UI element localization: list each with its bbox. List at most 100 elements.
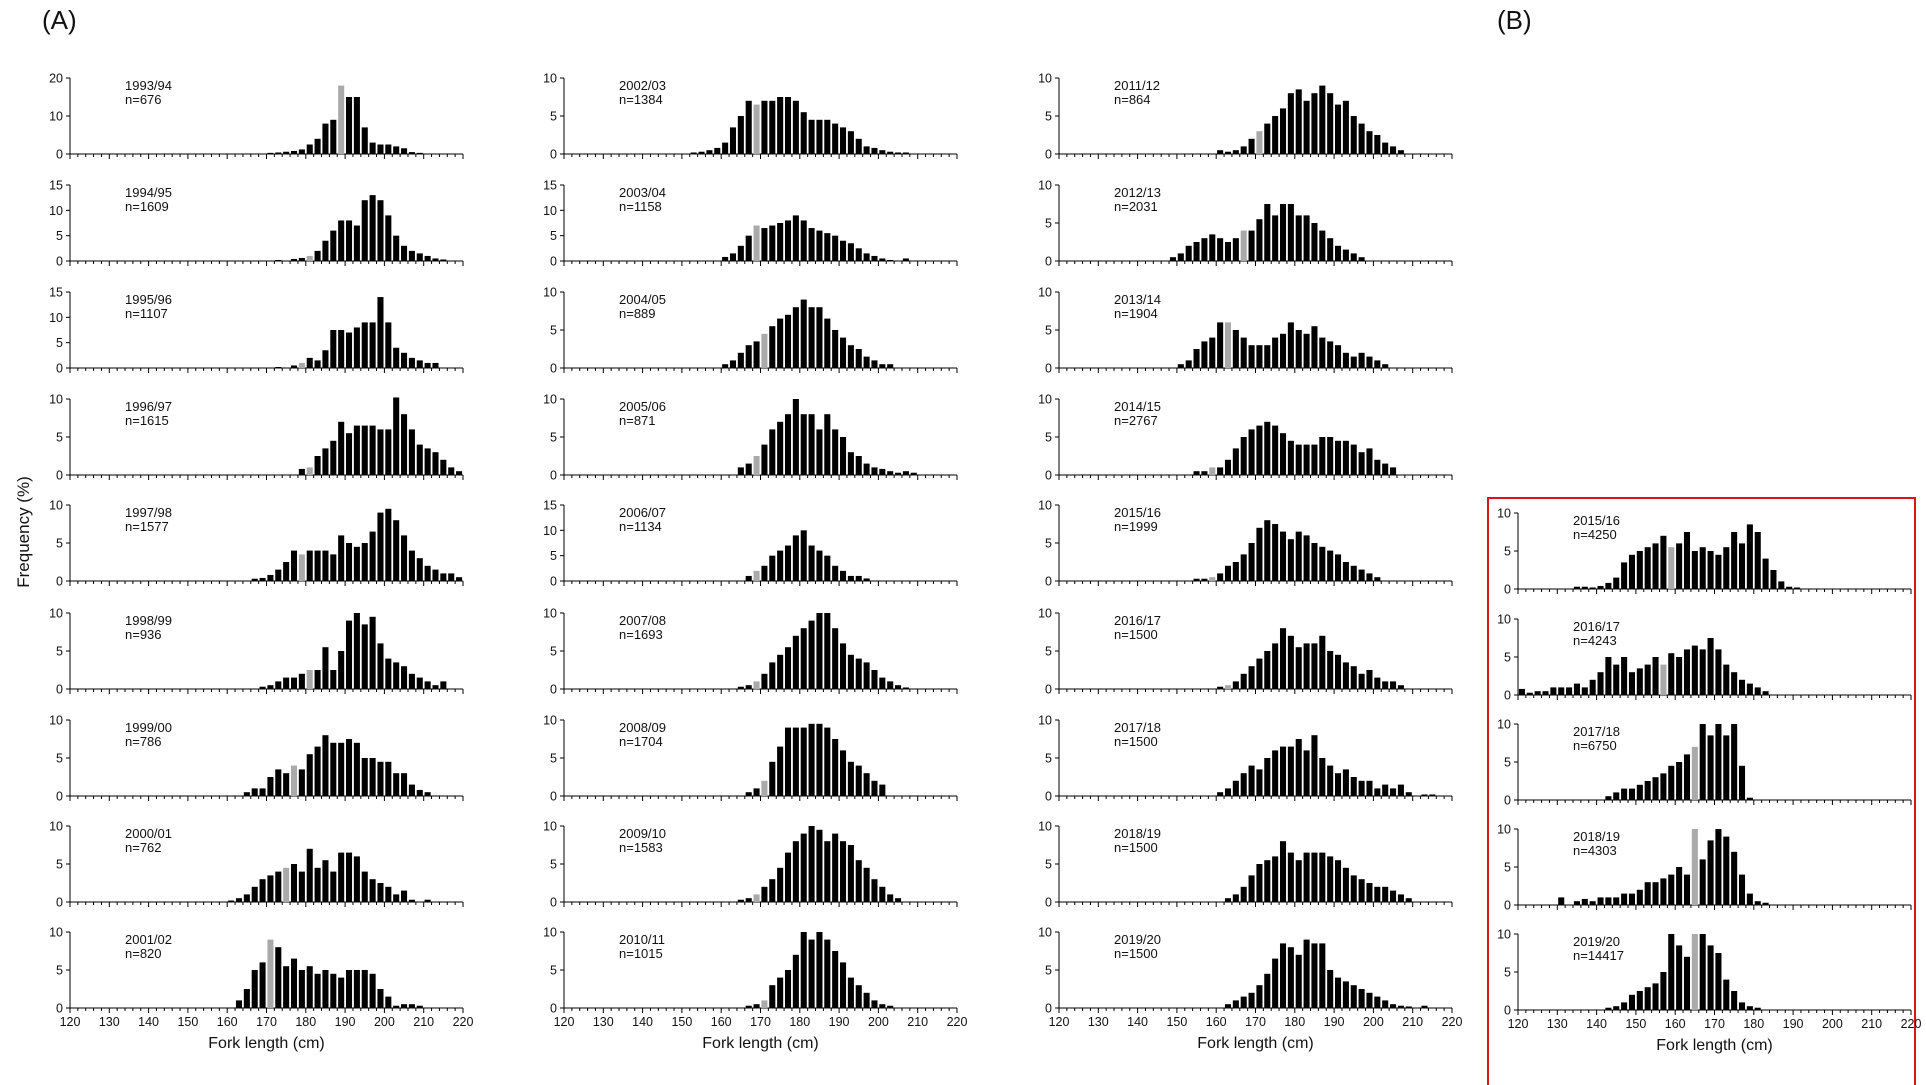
bar (330, 554, 337, 581)
bar (777, 223, 784, 261)
bar (1731, 532, 1738, 589)
bar (1279, 841, 1287, 902)
bar (1256, 345, 1263, 368)
bar (1652, 657, 1659, 695)
bar (855, 985, 862, 1008)
bar (1287, 852, 1294, 902)
bar (1232, 238, 1239, 261)
bar (1201, 238, 1208, 261)
y-tick-label: 10 (1497, 928, 1511, 942)
bar (1573, 586, 1580, 589)
season-label: 1993/94 (125, 78, 172, 93)
bar (385, 658, 392, 689)
bar (1683, 754, 1691, 800)
bar (1224, 242, 1232, 261)
bar (1405, 792, 1412, 796)
sample-size-label: n=1904 (1114, 306, 1158, 321)
bar (887, 1005, 894, 1008)
bar (1350, 253, 1357, 261)
bar (283, 677, 290, 689)
bar (1232, 448, 1239, 475)
y-tick-label: 5 (56, 229, 63, 243)
bar (369, 616, 376, 689)
bar (887, 471, 894, 475)
bar (1374, 360, 1381, 368)
bar (1327, 238, 1334, 261)
bar (1621, 893, 1628, 905)
bar (1668, 653, 1675, 695)
bar (1232, 1000, 1239, 1008)
bar (346, 97, 353, 154)
bar (800, 299, 807, 368)
bar (1762, 902, 1769, 905)
bar (800, 833, 807, 902)
bar (401, 535, 408, 581)
bar (353, 970, 360, 1008)
y-tick-label: 0 (550, 896, 557, 910)
bar (353, 327, 360, 368)
bar (369, 195, 376, 261)
bar (424, 899, 431, 902)
bar (1264, 520, 1271, 581)
bar (1342, 562, 1349, 581)
bar (714, 147, 721, 154)
bar (1676, 543, 1683, 589)
bar (729, 253, 737, 261)
bar (1209, 467, 1216, 475)
bar (306, 848, 313, 902)
bar (408, 550, 415, 581)
bar (377, 297, 384, 368)
y-tick-label: 10 (1497, 613, 1511, 627)
bar (1327, 765, 1334, 796)
bar (385, 429, 392, 475)
bar (283, 867, 290, 902)
bar (1676, 762, 1683, 800)
bar (784, 314, 792, 368)
bar (432, 452, 439, 475)
bar (306, 550, 313, 581)
x-tick-label: 220 (453, 1015, 474, 1029)
bar (769, 879, 776, 902)
x-tick-label: 170 (750, 1015, 771, 1029)
bar (338, 852, 345, 902)
bar (1621, 562, 1628, 589)
y-tick-label: 15 (543, 179, 557, 193)
bar (1668, 765, 1675, 800)
bar (1683, 874, 1691, 905)
bar (1573, 901, 1580, 905)
bar (259, 879, 266, 902)
histogram-a-1997-98: 0 5 10 1997/98n=1577 (49, 499, 464, 589)
bar (1636, 991, 1643, 1010)
bar (424, 448, 431, 475)
bar (1232, 562, 1239, 581)
bar (824, 613, 831, 689)
x-tick-label: 130 (1088, 1015, 1109, 1029)
bar (298, 468, 305, 475)
y-tick-label: 10 (49, 714, 63, 728)
bar (745, 463, 752, 475)
sample-size-label: n=1015 (619, 946, 663, 961)
bar (1209, 337, 1216, 368)
bar (267, 939, 274, 1008)
bar (1738, 1002, 1746, 1010)
bar (290, 864, 298, 902)
x-tick-label: 200 (868, 1015, 889, 1029)
bar (385, 144, 392, 154)
bar (346, 433, 353, 475)
y-tick-label: 5 (1504, 861, 1511, 875)
sample-size-label: n=1583 (619, 840, 663, 855)
bar (855, 456, 862, 475)
bar (863, 356, 870, 368)
bar (800, 530, 807, 581)
bar (1605, 1007, 1612, 1010)
bar (808, 939, 815, 1008)
bar (761, 886, 768, 902)
x-tick-label: 210 (413, 1015, 434, 1029)
y-tick-label: 5 (56, 537, 63, 551)
bar (1303, 939, 1310, 1008)
bar (1264, 651, 1271, 689)
bar (895, 685, 902, 689)
bar (769, 100, 776, 154)
histogram-a-1999-00: 0 5 10 1999/00n=786 (49, 714, 464, 804)
bar (401, 352, 408, 368)
